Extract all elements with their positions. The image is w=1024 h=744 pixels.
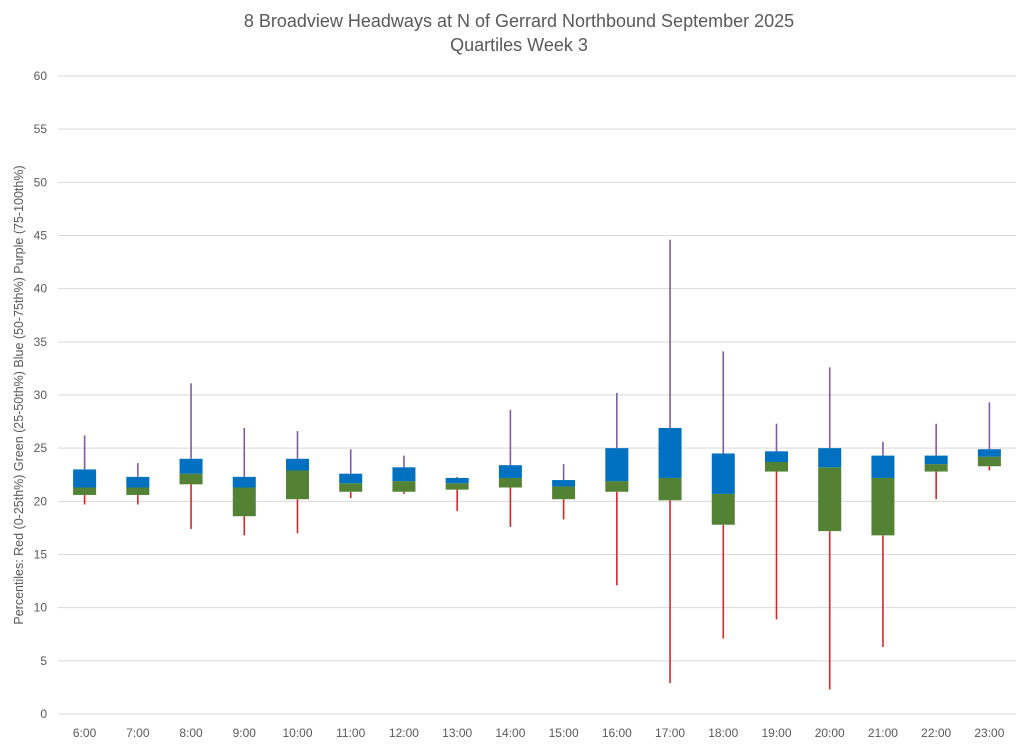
- box-lower-q2: [658, 477, 682, 501]
- y-tick-label: 45: [34, 229, 48, 243]
- box-upper-q3: [658, 427, 682, 478]
- chart-title: 8 Broadview Headways at N of Gerrard Nor…: [244, 11, 794, 31]
- box-lower-q2: [339, 483, 363, 492]
- box-lower-q2: [765, 461, 788, 472]
- box-upper-q3: [711, 453, 735, 494]
- box-upper-q3: [871, 455, 895, 478]
- box-lower-q2: [498, 477, 522, 488]
- x-tick-label: 8:00: [179, 726, 203, 740]
- x-tick-label: 18:00: [708, 726, 738, 740]
- y-axis-ticks: 0 5 10 15 20 25 30 35 40 45 50 55 60: [34, 69, 48, 721]
- box-lower-q2: [126, 487, 150, 495]
- y-tick-label: 60: [34, 69, 48, 83]
- box-lower-q2: [711, 493, 735, 525]
- box-lower-q2: [73, 487, 97, 495]
- x-axis-ticks: 6:00 7:00 8:00 9:00 10:00 11:00 12:00 13:00 14:0…: [73, 726, 1005, 740]
- y-axis-label: Percentiles: Red (0-25th%) Green (25-50t…: [12, 165, 26, 624]
- x-tick-label: 7:00: [126, 726, 150, 740]
- box-lower-q2: [818, 467, 842, 532]
- box-lower-q2: [605, 481, 629, 492]
- box-upper-q3: [818, 448, 842, 468]
- box-upper-q3: [339, 473, 363, 484]
- x-tick-label: 22:00: [921, 726, 951, 740]
- y-tick-label: 35: [34, 335, 48, 349]
- y-tick-label: 20: [34, 494, 48, 508]
- box-upper-q3: [765, 451, 788, 462]
- box-upper-q3: [232, 476, 256, 488]
- box-upper-q3: [73, 469, 97, 488]
- x-tick-label: 11:00: [336, 726, 365, 740]
- x-tick-label: 6:00: [73, 726, 97, 740]
- y-tick-label: 15: [34, 548, 48, 562]
- x-tick-label: 21:00: [868, 726, 898, 740]
- y-tick-label: 0: [40, 707, 47, 721]
- box-lower-q2: [286, 470, 309, 500]
- box-upper-q3: [498, 465, 522, 478]
- box-upper-q3: [605, 448, 629, 482]
- box-lower-q2: [552, 486, 576, 500]
- box-lower-q2: [232, 487, 256, 517]
- y-tick-label: 5: [40, 654, 47, 668]
- chart-marks: [73, 239, 1001, 690]
- x-tick-label: 17:00: [655, 726, 685, 740]
- box-lower-q2: [977, 456, 1001, 467]
- box-upper-q3: [392, 467, 416, 482]
- box-lower-q2: [924, 464, 948, 472]
- y-tick-label: 30: [34, 388, 48, 402]
- gridlines: [58, 75, 1016, 715]
- x-tick-label: 20:00: [815, 726, 845, 740]
- chart-subtitle: Quartiles Week 3: [450, 35, 588, 55]
- box-upper-q3: [552, 480, 576, 487]
- y-tick-label: 10: [34, 601, 48, 615]
- box-upper-q3: [126, 476, 150, 488]
- box-upper-q3: [286, 458, 309, 471]
- x-tick-label: 9:00: [233, 726, 257, 740]
- x-tick-label: 15:00: [549, 726, 579, 740]
- y-tick-label: 55: [34, 122, 48, 136]
- y-tick-label: 40: [34, 282, 48, 296]
- x-tick-label: 13:00: [442, 726, 472, 740]
- y-tick-label: 25: [34, 441, 48, 455]
- x-tick-label: 23:00: [974, 726, 1004, 740]
- box-lower-q2: [445, 483, 469, 490]
- box-upper-q3: [977, 449, 1001, 457]
- box-lower-q2: [871, 477, 895, 536]
- y-tick-label: 50: [34, 175, 48, 189]
- box-lower-q2: [179, 473, 203, 485]
- x-tick-label: 12:00: [389, 726, 419, 740]
- box-upper-q3: [445, 477, 469, 484]
- x-tick-label: 14:00: [495, 726, 525, 740]
- x-tick-label: 10:00: [282, 726, 312, 740]
- x-tick-label: 19:00: [761, 726, 791, 740]
- box-lower-q2: [392, 481, 416, 492]
- box-upper-q3: [924, 455, 948, 465]
- box-upper-q3: [179, 458, 203, 474]
- x-tick-label: 16:00: [602, 726, 632, 740]
